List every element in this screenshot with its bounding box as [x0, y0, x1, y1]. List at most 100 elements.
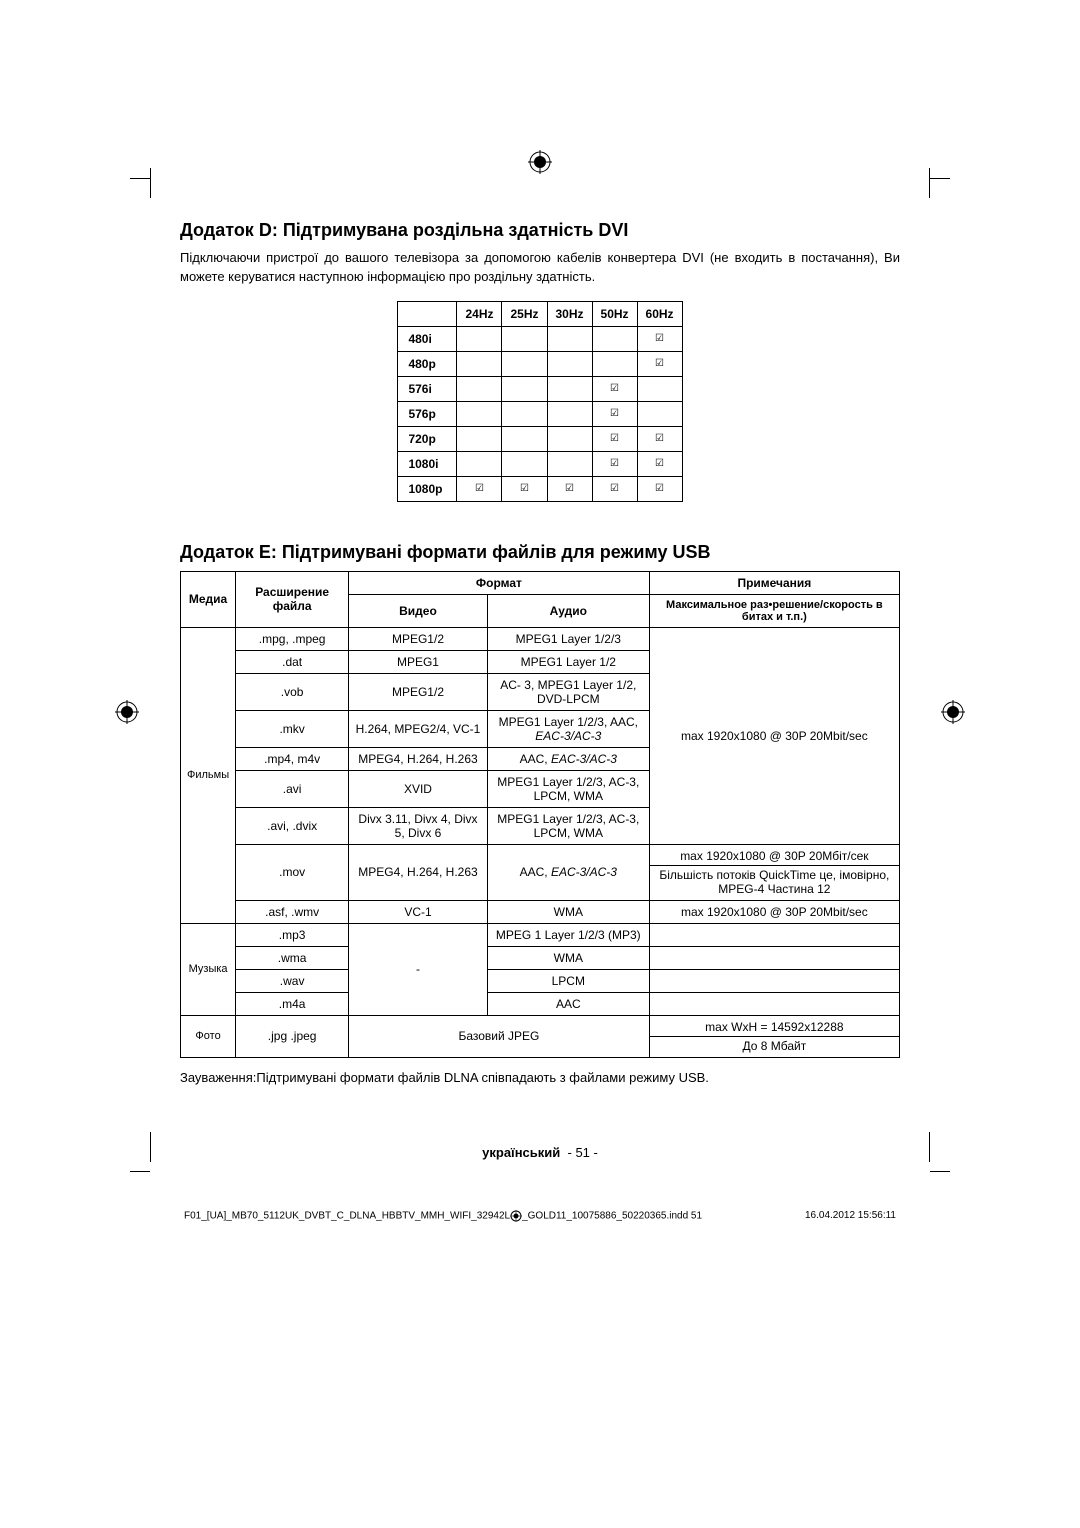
crop-mark: [899, 168, 930, 198]
cell: [649, 923, 899, 946]
col-header: Видео: [349, 594, 488, 627]
cell: -: [349, 923, 488, 1015]
col-header: 60Hz: [637, 301, 682, 326]
cell: MPEG1/2: [349, 673, 488, 710]
cell: ☑: [547, 476, 592, 501]
cell: MPEG 1 Layer 1/2/3 (MP3): [487, 923, 649, 946]
col-header: Аудио: [487, 594, 649, 627]
cell: [547, 326, 592, 351]
group-movies: Фильмы: [181, 627, 236, 923]
cell: [502, 426, 547, 451]
cell: MPEG1 Layer 1/2/3, AC-3, LPCM, WMA: [487, 770, 649, 807]
cell: .wav: [236, 969, 349, 992]
col-header: 24Hz: [457, 301, 502, 326]
cell: MPEG4, H.264, H.263: [349, 747, 488, 770]
group-photo: Фото: [181, 1015, 236, 1057]
cell: [649, 992, 899, 1015]
cell: [649, 969, 899, 992]
crop-mark: [130, 1171, 150, 1172]
cell: ☑: [592, 426, 637, 451]
cell: [547, 451, 592, 476]
cell: [637, 376, 682, 401]
section-e-title: Додаток E: Підтримувані формати файлів д…: [180, 542, 900, 563]
cell: AAC: [487, 992, 649, 1015]
cell: [502, 451, 547, 476]
cell: WMA: [487, 946, 649, 969]
cell: VC-1: [349, 900, 488, 923]
registration-mark-icon: [115, 700, 139, 724]
cell: [457, 401, 502, 426]
cell: MPEG4, H.264, H.263: [349, 844, 488, 900]
cell: [592, 351, 637, 376]
cell: [502, 326, 547, 351]
cell: [457, 351, 502, 376]
cell: [547, 376, 592, 401]
cell: .mov: [236, 844, 349, 900]
cell: [592, 326, 637, 351]
crop-mark: [930, 1171, 950, 1172]
row-header: 1080p: [398, 476, 457, 501]
col-header: Формат: [349, 571, 650, 594]
col-header: 50Hz: [592, 301, 637, 326]
cell: .mp3: [236, 923, 349, 946]
cell: XVID: [349, 770, 488, 807]
cell: .mkv: [236, 710, 349, 747]
cell: ☑: [592, 451, 637, 476]
cell: ☑: [637, 426, 682, 451]
cell: [502, 351, 547, 376]
page-footer: український - 51 -: [180, 1145, 900, 1160]
cell: [547, 401, 592, 426]
cell: H.264, MPEG2/4, VC-1: [349, 710, 488, 747]
cell: AAC, EAC-3/AC-3: [487, 747, 649, 770]
col-header: Расширение файла: [236, 571, 349, 627]
cell: ☑: [637, 451, 682, 476]
cell: .m4a: [236, 992, 349, 1015]
cell: .dat: [236, 650, 349, 673]
print-metadata: F01_[UA]_MB70_5112UK_DVBT_C_DLNA_HBBTV_M…: [180, 1210, 900, 1222]
cell: .avi, .dvix: [236, 807, 349, 844]
cell: [547, 351, 592, 376]
col-header: 25Hz: [502, 301, 547, 326]
row-header: 576p: [398, 401, 457, 426]
cell: [649, 946, 899, 969]
cell: .vob: [236, 673, 349, 710]
cell: WMA: [487, 900, 649, 923]
col-header: Медиа: [181, 571, 236, 627]
cell: [457, 326, 502, 351]
cell: .avi: [236, 770, 349, 807]
cell: max 1920x1080 @ 30P 20Мбіт/сек Більшість…: [649, 844, 899, 900]
cell: LPCM: [487, 969, 649, 992]
usb-formats-table: Медиа Расширение файла Формат Примечания…: [180, 571, 900, 1058]
crop-mark: [899, 1132, 930, 1162]
col-header: 30Hz: [547, 301, 592, 326]
cell: [457, 426, 502, 451]
cell: ☑: [637, 326, 682, 351]
row-header: 1080i: [398, 451, 457, 476]
row-header: 480p: [398, 351, 457, 376]
cell: AC- 3, MPEG1 Layer 1/2, DVD-LPCM: [487, 673, 649, 710]
cell: Divx 3.11, Divx 4, Divx 5, Divx 6: [349, 807, 488, 844]
crop-mark: [130, 178, 150, 179]
crop-mark: [150, 168, 181, 198]
cell: ☑: [637, 476, 682, 501]
cell: MPEG1 Layer 1/2/3, AC-3, LPCM, WMA: [487, 807, 649, 844]
cell: max WxH = 14592x12288 До 8 Мбайт: [649, 1015, 899, 1057]
cell: [502, 401, 547, 426]
crop-mark: [930, 178, 950, 179]
row-header: 576i: [398, 376, 457, 401]
cell: max 1920x1080 @ 30P 20Mbit/sec: [649, 627, 899, 844]
cell: .mpg, .mpeg: [236, 627, 349, 650]
cell: ☑: [592, 376, 637, 401]
cell: ☑: [637, 351, 682, 376]
section-d-title: Додаток D: Підтримувана роздільна здатні…: [180, 220, 900, 241]
cell: max 1920x1080 @ 30P 20Mbit/sec: [649, 900, 899, 923]
crop-mark: [150, 1132, 181, 1162]
row-header: 480i: [398, 326, 457, 351]
cell: MPEG1: [349, 650, 488, 673]
footnote: Зауваження:Підтримувані формати файлів D…: [180, 1070, 900, 1085]
col-header: Примечания: [649, 571, 899, 594]
cell: [502, 376, 547, 401]
cell: [547, 426, 592, 451]
cell: ☑: [592, 476, 637, 501]
col-header: Максимальное раз•решение/скорость в бита…: [649, 594, 899, 627]
